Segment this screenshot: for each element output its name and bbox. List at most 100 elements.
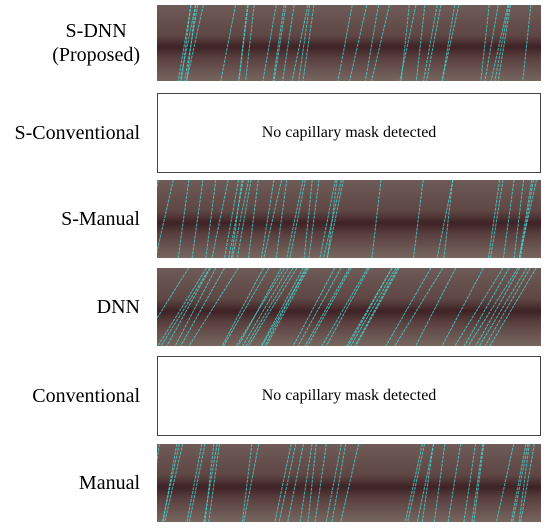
capillary-line xyxy=(518,444,530,522)
capillary-line xyxy=(490,180,504,258)
capillary-line xyxy=(238,5,249,81)
capillary-line xyxy=(203,444,218,522)
capillary-line xyxy=(245,5,255,81)
capillary-line xyxy=(327,180,338,258)
capillary-line xyxy=(241,444,253,522)
capillary-line xyxy=(248,180,259,258)
capillary-line xyxy=(314,444,327,522)
capillary-line xyxy=(157,180,174,254)
capillary-line xyxy=(416,444,435,522)
capillary-line xyxy=(272,5,285,81)
capillary-line xyxy=(302,5,315,81)
capillary-line xyxy=(522,5,532,81)
capillary-line xyxy=(247,268,298,346)
capillary-line xyxy=(308,180,320,258)
capillary-line xyxy=(354,268,399,346)
capillary-line xyxy=(454,268,504,346)
capillary-line xyxy=(399,5,417,81)
capillary-line xyxy=(497,5,511,81)
capillary-line xyxy=(471,444,484,522)
capillary-line xyxy=(415,5,426,81)
row-label: S-Conventional xyxy=(14,93,140,173)
capillary-line xyxy=(488,180,501,258)
background xyxy=(157,180,541,258)
capillary-line xyxy=(303,180,313,258)
label-text: S-Manual xyxy=(61,208,140,230)
capillary-line xyxy=(274,444,292,522)
capillary-line xyxy=(331,444,347,522)
capillary-line xyxy=(205,180,217,258)
capillary-line xyxy=(426,5,442,81)
capillary-line xyxy=(166,268,211,346)
capillary-line xyxy=(502,180,515,258)
background xyxy=(157,444,541,522)
capillary-line xyxy=(224,180,240,258)
capillary-line xyxy=(495,444,515,522)
capillary-line xyxy=(223,268,270,346)
capillary-line xyxy=(292,268,336,346)
capillary-line xyxy=(394,268,444,346)
figure-row: DNN xyxy=(0,268,550,346)
capillary-line xyxy=(441,5,460,81)
capillary-line xyxy=(415,268,457,346)
capillary-line xyxy=(404,444,423,522)
capillary-line xyxy=(433,444,446,522)
capillary-line xyxy=(520,444,535,522)
capillary-line xyxy=(422,5,438,81)
capillary-line xyxy=(286,180,304,258)
capillary-line xyxy=(157,268,207,346)
capillary-line xyxy=(238,5,249,81)
capillary-line xyxy=(157,268,190,320)
capillary-line xyxy=(371,5,390,81)
label-text: Conventional xyxy=(32,385,140,407)
capillary-image xyxy=(157,180,541,258)
capillary-line xyxy=(262,5,277,81)
capillary-line xyxy=(174,268,217,346)
capillary-line xyxy=(282,5,295,81)
capillary-line xyxy=(364,5,380,81)
figure-row: S-Conventional No capillary mask detected xyxy=(0,93,550,173)
capillary-line xyxy=(208,444,220,522)
capillary-line xyxy=(161,444,180,522)
capillary-line xyxy=(245,268,294,346)
capillary-line xyxy=(299,444,313,522)
capillary-line xyxy=(220,5,237,81)
capillary-line xyxy=(337,5,353,81)
capillary-line xyxy=(475,268,521,346)
capillary-line xyxy=(473,444,485,522)
capillary-line xyxy=(355,268,400,346)
capillary-line xyxy=(489,268,537,346)
capillary-line xyxy=(385,268,432,346)
panel-message: No capillary mask detected xyxy=(261,387,437,404)
capillary-line xyxy=(494,5,510,81)
capillary-line xyxy=(321,268,369,346)
capillary-line xyxy=(518,180,537,258)
capillary-line xyxy=(463,444,477,522)
capillary-line xyxy=(510,444,527,522)
capillary-line xyxy=(230,180,243,258)
label-text: S-Conventional xyxy=(14,122,140,144)
capillary-line xyxy=(260,268,304,346)
capillary-line xyxy=(243,444,260,522)
capillary-line xyxy=(184,5,199,81)
capillary-line xyxy=(186,444,203,522)
capillary-line xyxy=(413,180,424,258)
capillary-line xyxy=(297,268,342,346)
capillary-line xyxy=(278,444,297,522)
capillary-line xyxy=(400,5,410,81)
capillary-line xyxy=(304,268,350,346)
capillary-line xyxy=(180,268,225,346)
capillary-image xyxy=(157,5,541,81)
capillary-line xyxy=(164,444,184,522)
capillary-line xyxy=(443,180,454,258)
capillary-line xyxy=(326,180,344,258)
capillary-line xyxy=(512,444,529,522)
capillary-line xyxy=(441,268,484,346)
capillary-line xyxy=(177,5,192,81)
capillary-line xyxy=(441,5,456,81)
capillary-line xyxy=(484,5,499,81)
capillary-line xyxy=(325,444,342,522)
capillary-line xyxy=(447,444,462,522)
capillary-line xyxy=(236,180,252,258)
